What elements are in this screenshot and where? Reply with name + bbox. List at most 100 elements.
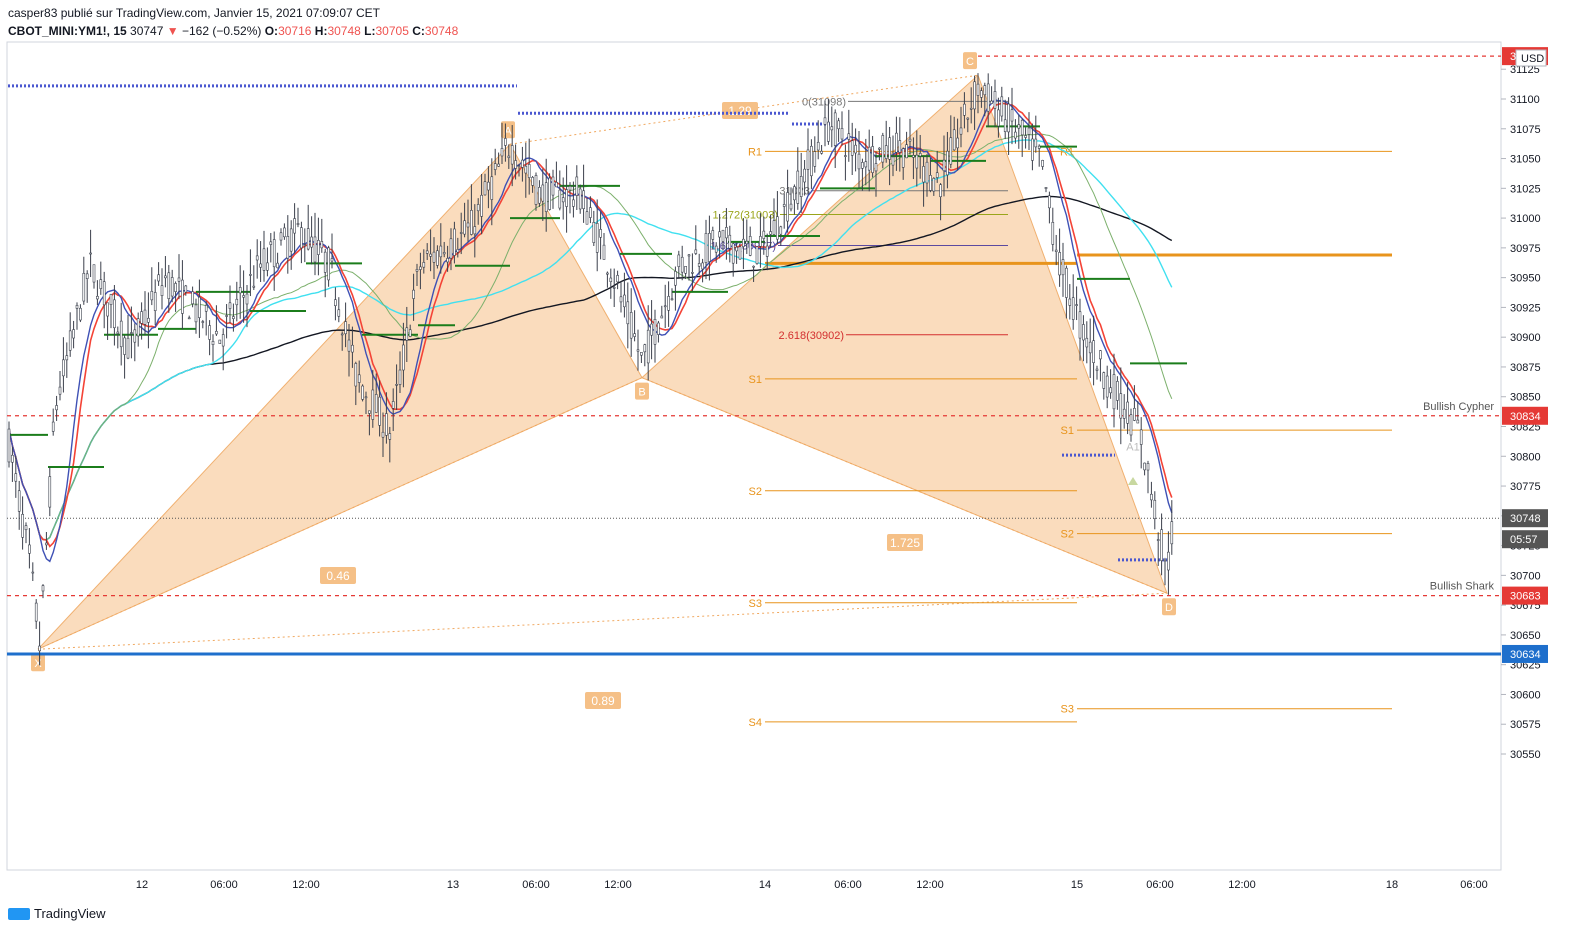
candle-body xyxy=(405,327,409,341)
candle-body xyxy=(99,279,103,289)
price-label-badge xyxy=(1502,509,1548,528)
candle-body xyxy=(286,236,290,259)
candle-body xyxy=(490,176,494,200)
ratio-label: 1.725 xyxy=(890,536,920,550)
candle-body xyxy=(351,344,354,353)
y-tick-label: 31125 xyxy=(1510,64,1540,76)
price-label-badge xyxy=(1502,586,1548,605)
candle-body xyxy=(738,246,742,260)
candle-body xyxy=(497,163,500,167)
candle-body xyxy=(711,230,715,240)
candle-body xyxy=(735,246,738,252)
candle-body xyxy=(262,248,266,271)
candle-body xyxy=(306,228,310,250)
candle-body xyxy=(813,151,817,167)
candle-body xyxy=(912,155,915,158)
candle-body xyxy=(633,333,636,337)
candle-body xyxy=(558,189,562,209)
candle-body xyxy=(606,272,609,275)
candle-body xyxy=(320,241,324,249)
x-tick-label: 12:00 xyxy=(916,879,944,891)
candle-body xyxy=(425,250,429,254)
pivot-label: S2 xyxy=(749,486,762,498)
price-label-badge xyxy=(1502,644,1548,663)
candle-body xyxy=(952,129,956,151)
candle-body xyxy=(446,258,449,263)
candle-body xyxy=(296,223,300,225)
y-tick-label: 30550 xyxy=(1510,749,1541,761)
candle-body xyxy=(24,525,28,531)
high-label: H: xyxy=(314,24,328,38)
candle-body xyxy=(1085,337,1089,348)
candle-body xyxy=(133,329,137,343)
chart-header: casper83 publié sur TradingView.com, Jan… xyxy=(8,4,458,40)
harmonic-point-label: D xyxy=(1165,602,1173,614)
candle-body xyxy=(1078,311,1082,339)
candle-body xyxy=(1143,462,1146,471)
candle-body xyxy=(847,133,851,140)
candle-body xyxy=(7,428,11,463)
candle-body xyxy=(568,186,572,191)
candle-body xyxy=(1139,429,1143,445)
candle-body xyxy=(463,220,466,235)
y-tick-label: 30700 xyxy=(1510,570,1541,582)
candle-body xyxy=(973,81,976,110)
price-label: 30748 xyxy=(1510,513,1541,525)
candle-body xyxy=(269,241,273,245)
candle-body xyxy=(58,386,62,395)
candle-body xyxy=(493,163,497,170)
candle-body xyxy=(408,329,412,337)
candle-body xyxy=(1092,340,1095,363)
candle-body xyxy=(1071,297,1075,320)
candle-body xyxy=(578,188,582,210)
candle-body xyxy=(908,138,912,142)
candle-body xyxy=(619,296,623,303)
candle-body xyxy=(759,236,762,247)
candle-body xyxy=(385,413,388,436)
candle-body xyxy=(1054,249,1058,252)
price-label: 30634 xyxy=(1510,649,1541,661)
candle-body xyxy=(150,290,154,301)
candle-body xyxy=(891,156,895,166)
time-axis[interactable]: 12 06:00 12:00 13 06:00 12:00 14 06:00 12:00 15 06… xyxy=(136,879,1488,891)
price-label: 05:57 xyxy=(1510,534,1538,546)
candle-body xyxy=(888,137,891,160)
candle-body xyxy=(164,275,167,279)
candle-body xyxy=(340,333,344,336)
candle-body xyxy=(181,279,184,314)
candle-body xyxy=(561,197,565,203)
candle-body xyxy=(45,542,48,546)
footer-brand[interactable]: TradingView xyxy=(34,906,106,921)
candle-body xyxy=(388,433,392,440)
candle-body xyxy=(572,199,575,207)
candle-body xyxy=(65,355,69,361)
candle-body xyxy=(946,150,949,176)
candle-body xyxy=(17,490,21,512)
candle-body xyxy=(439,245,443,258)
candle-body xyxy=(616,275,619,283)
candle-body xyxy=(245,293,249,305)
candle-body xyxy=(752,265,755,268)
candle-body xyxy=(11,454,14,463)
candle-body xyxy=(364,396,368,399)
candle-body xyxy=(691,272,694,274)
pivot-label: S4 xyxy=(749,717,762,729)
candle-body xyxy=(990,100,993,104)
candle-body xyxy=(1014,131,1017,139)
candle-body xyxy=(680,256,684,273)
y-tick-label: 30850 xyxy=(1510,392,1541,404)
candle-body xyxy=(293,218,296,234)
x-tick-label: 18 xyxy=(1386,879,1398,891)
candle-body xyxy=(1024,135,1027,138)
candle-body xyxy=(378,396,381,426)
close-label: C: xyxy=(412,24,425,38)
candle-body xyxy=(830,126,834,131)
candle-body xyxy=(544,182,548,212)
candle-body xyxy=(925,161,929,184)
candle-body xyxy=(840,128,844,140)
candle-body xyxy=(514,160,517,169)
footer[interactable]: TradingView xyxy=(8,906,106,921)
candle-body xyxy=(602,244,606,260)
